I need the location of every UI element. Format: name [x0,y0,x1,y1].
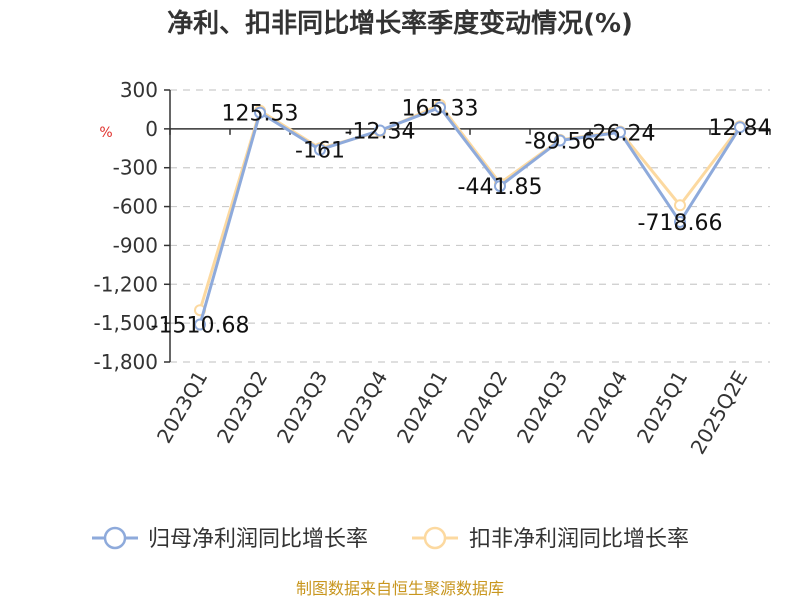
data-point[interactable] [734,121,746,134]
x-tick-label: 2023Q3 [272,367,332,448]
x-tick-label: 2025Q2E [686,367,753,459]
y-tick-label: -300 [113,156,158,180]
data-label: -718.66 [638,211,723,236]
legend-marker [423,526,447,550]
x-tick-label: 2024Q2 [452,367,512,448]
legend-label: 归母净利润同比增长率 [148,527,368,552]
x-tick-label: 2024Q1 [392,367,452,448]
y-axis-ticks: 300 0 -300 -600 -900 -1,200 -1,500 -1,800 [94,78,170,374]
legend-marker [103,526,127,550]
x-tick-label: 2024Q3 [512,367,572,448]
data-label: 125.53 [222,102,299,127]
legend-label: 扣非净利润同比增长率 [469,527,689,552]
data-point[interactable] [314,143,326,156]
data-point[interactable] [554,134,566,147]
source-note: 制图数据来自恒生聚源数据库 [296,579,504,598]
legend-item-0[interactable]: 归母净利润同比增长率 [92,526,368,552]
data-point[interactable] [674,215,686,228]
data-point[interactable] [254,106,266,119]
data-point[interactable] [614,126,626,139]
x-tick-label: 2024Q4 [572,367,632,448]
x-tick-label: 2023Q4 [332,367,392,448]
data-point[interactable] [374,124,386,137]
x-tick-label: 2025Q1 [632,367,692,448]
data-label: 165.33 [402,96,479,121]
series-line-0 [198,105,742,325]
data-label: -1510.68 [151,314,250,339]
data-label: -26.24 [585,121,656,146]
x-tick-label: 2023Q2 [212,367,272,448]
y-tick-label: -1,200 [94,272,158,296]
legend-item-1[interactable]: 扣非净利润同比增长率 [412,526,689,552]
series-line-1 [198,103,742,311]
y-tick-label: -900 [113,233,158,257]
data-point[interactable] [434,101,446,114]
data-label: -89.56 [525,129,596,154]
y-tick-label: -600 [113,195,158,219]
data-point[interactable] [194,318,206,331]
data-label: 12.84 [709,116,772,141]
data-label: -161 [295,139,345,164]
y-tick-label: 300 [120,78,158,102]
data-point[interactable] [494,180,506,193]
legend[interactable]: 归母净利润同比增长率 扣非净利润同比增长率 [92,526,689,552]
data-point[interactable] [674,199,686,212]
y-tick-label: 0 [145,117,158,141]
y-tick-label: -1,800 [94,350,158,374]
chart-title: 净利、扣非同比增长率季度变动情况(%) [167,8,633,39]
data-label: -12.34 [345,119,416,144]
data-label: -441.85 [458,175,543,200]
y-tick-label: -1,500 [94,311,158,335]
series-group [194,98,746,331]
x-tick-label: 2023Q1 [152,367,212,448]
y-axis-unit: % [99,125,112,141]
